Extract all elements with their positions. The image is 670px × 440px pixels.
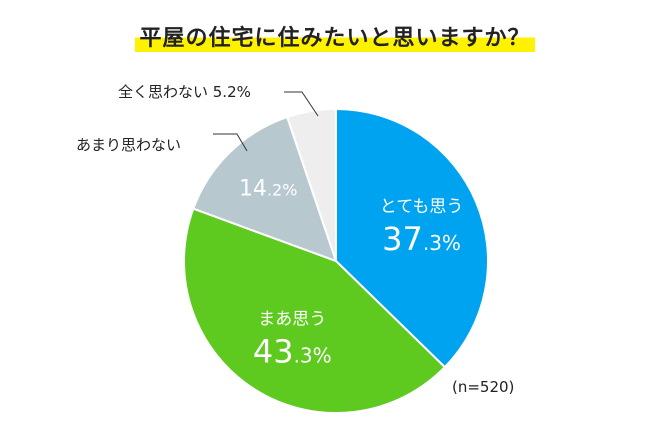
pie-slice-maa-omou [183,207,447,414]
value-amari-omowanai: 14.2% [239,176,297,201]
value-maa-omou: 43.3% [253,332,332,370]
chart-title: 平屋の住宅に住みたいと思いますか？ [135,20,535,52]
sample-size-note: (n=520) [452,378,515,396]
value-totemo-omou: 37.3% [382,220,461,258]
pie-slice-totemo-omou [335,107,489,369]
label-mattaku-omowanai: 全く思わない 5.2% [118,83,251,101]
chart-title-wrapper: 平屋の住宅に住みたいと思いますか？ [0,20,670,52]
leader-line-amari-omowanai [213,133,248,152]
label-totemo-omou: とても思う [380,197,464,217]
pie-slice-amari-omowanai [192,115,338,263]
label-amari-omowanai: あまり思わない [76,136,181,154]
leader-line-mattaku-omowanai [284,91,319,117]
label-maa-omou: まあ思う [258,309,326,329]
pie-slice-mattaku-omowanai [285,107,337,262]
